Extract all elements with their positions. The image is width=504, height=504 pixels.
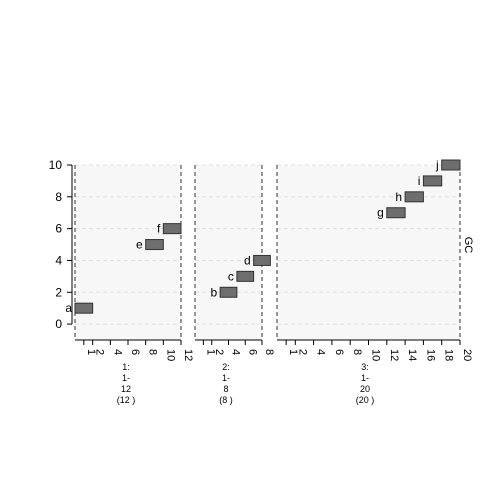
x-tick-label: 2 — [296, 349, 308, 355]
panel-background — [277, 165, 460, 340]
x-tick-label: 18 — [443, 349, 455, 361]
x-tick-label: 4 — [111, 349, 123, 355]
segment-i — [422, 175, 443, 187]
x-tick-label: 10 — [164, 349, 176, 361]
panel-background — [75, 165, 181, 340]
segment-label-f: f — [157, 222, 161, 236]
x-tick-label: 2 — [94, 349, 106, 355]
panel-caption-line: 1- — [222, 373, 230, 383]
y-tick-label: 0 — [55, 317, 62, 331]
x-tick-label: 12 — [388, 349, 400, 361]
segment-b — [219, 286, 238, 298]
segment-label-a: a — [65, 301, 72, 315]
x-tick-label: 1 — [85, 349, 97, 355]
panel-caption-line: 3: — [361, 362, 369, 372]
segment-h — [404, 191, 424, 203]
x-tick-label: 1 — [204, 349, 216, 355]
x-tick-label: 1 — [287, 349, 299, 355]
x-tick-label: 10 — [370, 349, 382, 361]
x-tick-label: 2 — [213, 349, 225, 355]
panel-background — [195, 165, 262, 340]
segment-label-g: g — [377, 206, 384, 220]
segment-f — [162, 223, 182, 235]
x-tick-label: 4 — [230, 349, 242, 355]
panel-caption-line: (8 ) — [219, 395, 233, 405]
x-tick-label: 8 — [147, 349, 159, 355]
x-tick-label: 12 — [182, 349, 194, 361]
panel-caption-line: 1: — [122, 362, 130, 372]
segment-label-j: j — [435, 158, 439, 172]
segment-label-b: b — [210, 285, 217, 299]
y-tick-label: 6 — [55, 222, 62, 236]
panel-caption-line: (12 ) — [117, 395, 136, 405]
y-tick-label: 2 — [55, 285, 62, 299]
y-tick-label: 4 — [55, 253, 62, 267]
y-tick-label: 8 — [55, 190, 62, 204]
panel-caption-line: 12 — [121, 384, 131, 394]
x-tick-label: 6 — [333, 349, 345, 355]
segment-e — [145, 239, 164, 251]
segment-j — [441, 159, 461, 171]
segment-d — [253, 254, 271, 266]
panel-caption-line: 1- — [122, 373, 130, 383]
x-tick-label: 4 — [315, 349, 327, 355]
panel-caption-line: 1- — [361, 373, 369, 383]
segment-label-c: c — [228, 269, 234, 283]
segment-label-i: i — [418, 174, 421, 188]
x-tick-label: 8 — [263, 349, 275, 355]
panel-caption-line: 20 — [360, 384, 370, 394]
segment-label-h: h — [395, 190, 402, 204]
y-tick-label: 10 — [49, 158, 63, 172]
x-tick-label: 16 — [424, 349, 436, 361]
x-tick-label: 14 — [406, 349, 418, 361]
y-axis: 0 2 4 6 8 10 — [49, 158, 73, 331]
panel-caption-line: (20 ) — [356, 395, 375, 405]
x-tick-label: 8 — [351, 349, 363, 355]
x-tick-label: 6 — [129, 349, 141, 355]
panel-caption-line: 8 — [223, 384, 228, 394]
x-tick-label: 20 — [461, 349, 473, 361]
segment-label-d: d — [244, 253, 251, 267]
segment-g — [386, 207, 406, 219]
x-tick-label: 6 — [246, 349, 258, 355]
segment-a — [74, 302, 94, 314]
panel-caption-line: 2: — [222, 362, 230, 372]
segment-label-e: e — [136, 238, 143, 252]
segment-c — [236, 270, 255, 282]
y-axis-label: GC — [462, 237, 474, 254]
